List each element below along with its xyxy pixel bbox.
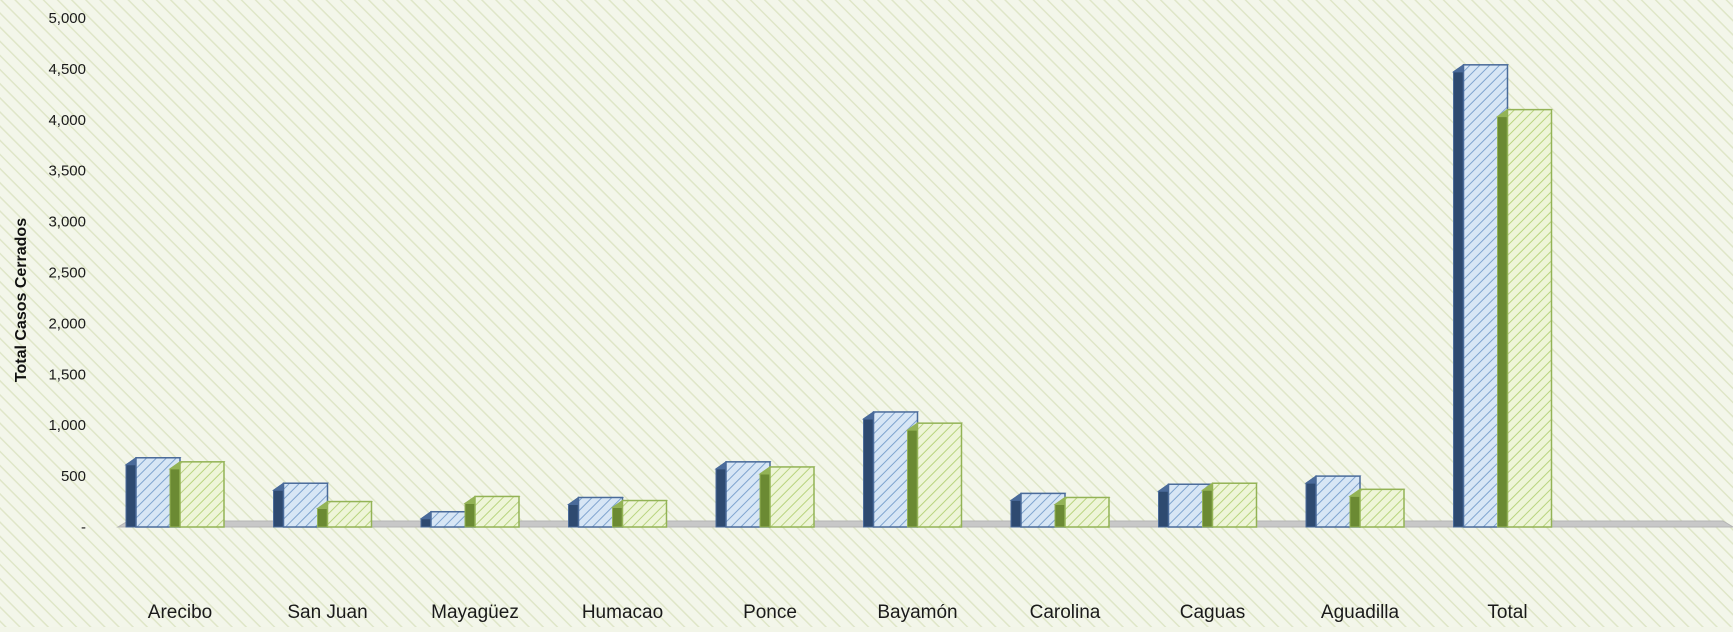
bar-series2-humacao: [610, 499, 669, 528]
bar-series2-mayag-ez: [463, 495, 521, 528]
y-tick-label: 4,000: [48, 112, 86, 129]
x-category-label: Mayagüez: [431, 602, 519, 623]
y-tick-label: 3,500: [48, 163, 86, 180]
x-category-label: Caguas: [1180, 602, 1246, 623]
bar-series2-san-juan: [315, 500, 374, 528]
x-category-label: Bayamón: [877, 602, 957, 623]
bar-series2-aguadilla: [1348, 488, 1406, 528]
y-tick-label: 2,500: [48, 265, 86, 282]
bar-series2-carolina: [1053, 496, 1111, 528]
x-category-label: Arecibo: [148, 602, 212, 623]
y-tick-label: -: [81, 519, 86, 536]
bar-series2-bayam-n: [905, 422, 964, 528]
bar-series2-ponce: [758, 465, 816, 528]
y-axis-label: Total Casos Cerrados: [13, 218, 30, 382]
bar-series2-arecibo: [168, 460, 226, 528]
y-tick-label: 500: [61, 468, 86, 485]
bar-series2-caguas: [1200, 482, 1259, 528]
y-tick-label: 1,000: [48, 417, 86, 434]
y-tick-label: 1,500: [48, 366, 86, 383]
y-tick-label: 5,000: [48, 10, 86, 27]
y-tick-label: 2,000: [48, 315, 86, 332]
x-category-label: San Juan: [287, 602, 367, 623]
x-category-label: Total: [1487, 602, 1527, 623]
x-category-label: Aguadilla: [1321, 602, 1400, 623]
x-category-label: Carolina: [1030, 602, 1101, 623]
x-category-label: Ponce: [743, 602, 797, 623]
bar-series1-mayag-ez: [419, 510, 477, 528]
y-tick-label: 4,500: [48, 61, 86, 78]
bar-series2-total: [1495, 108, 1554, 528]
x-category-label: Humacao: [582, 602, 663, 623]
y-tick-label: 3,000: [48, 214, 86, 231]
